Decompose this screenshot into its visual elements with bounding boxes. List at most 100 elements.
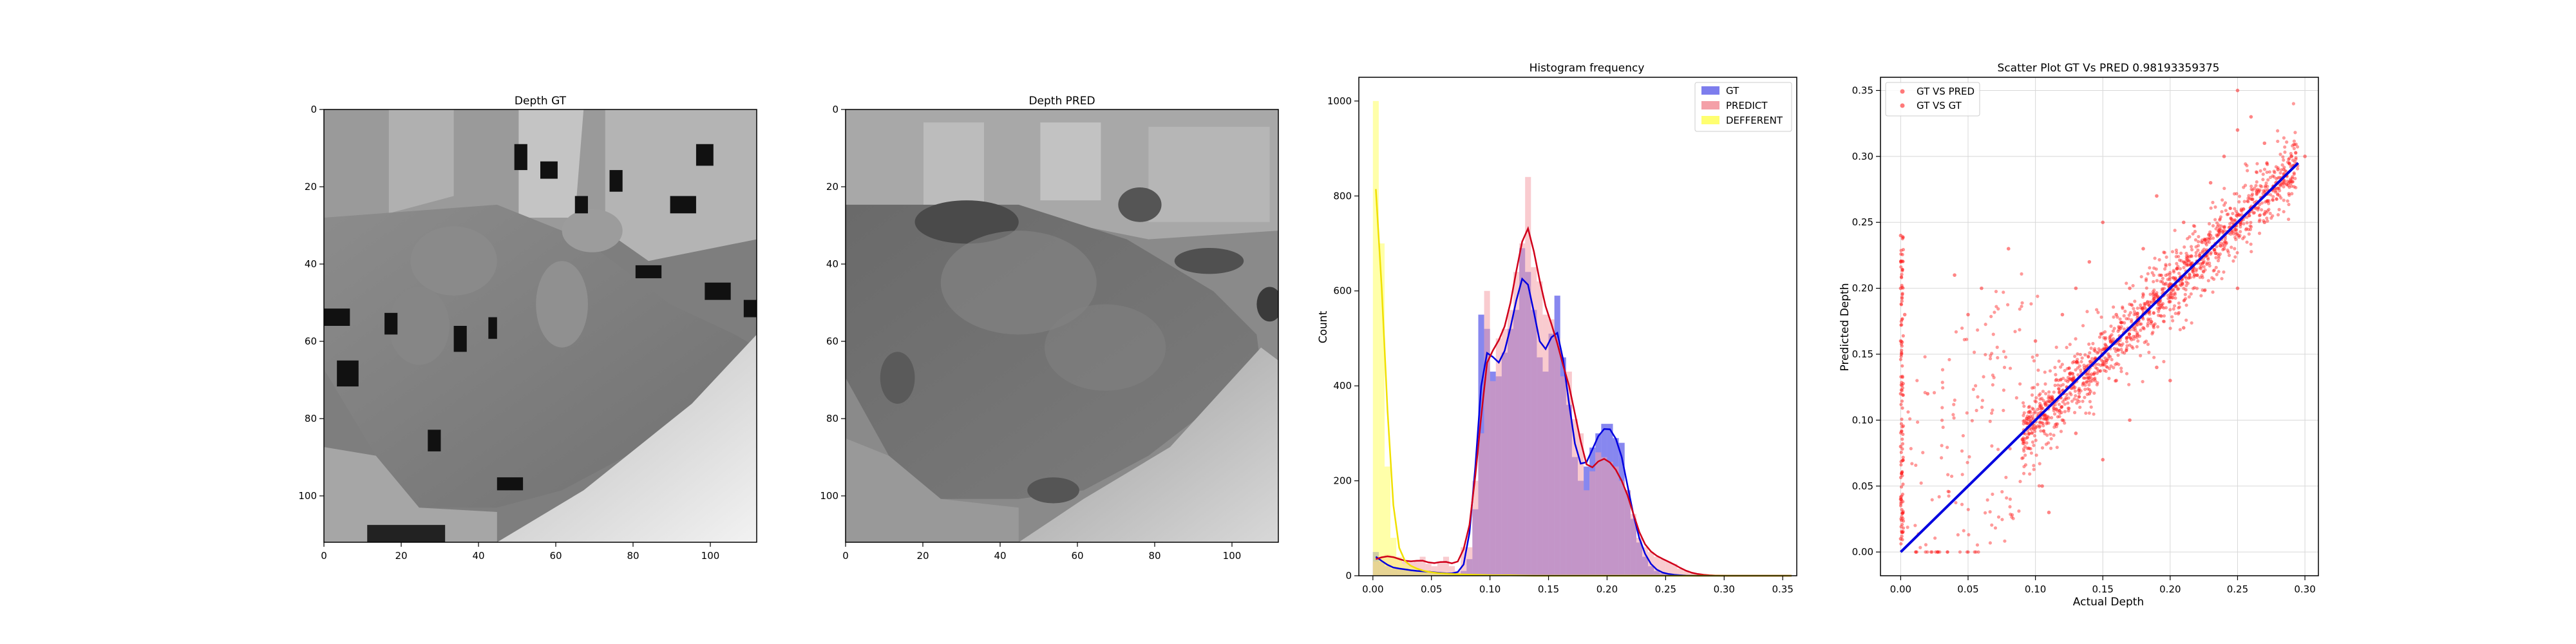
scatter-point bbox=[2291, 158, 2295, 162]
scatter-point bbox=[2141, 306, 2145, 310]
scatter-point bbox=[2259, 169, 2262, 173]
scatter-point bbox=[2095, 366, 2099, 371]
hist-bar-defferent bbox=[1385, 466, 1391, 576]
scatter-point bbox=[2088, 359, 2092, 364]
scatter-point bbox=[2126, 334, 2130, 339]
scatter-point bbox=[2047, 390, 2051, 394]
scatter-point bbox=[1970, 419, 1974, 422]
scatter-point bbox=[2143, 303, 2146, 307]
scatter-point bbox=[2232, 192, 2237, 196]
scatter-point bbox=[2225, 213, 2229, 216]
scatter-point bbox=[2258, 188, 2262, 192]
scatter-point bbox=[2040, 446, 2045, 450]
scatter-point bbox=[2038, 401, 2042, 406]
scatter-point bbox=[2177, 254, 2181, 258]
scatter-point bbox=[2213, 251, 2217, 256]
scatter-point bbox=[2206, 279, 2210, 283]
scatter-point bbox=[2198, 276, 2202, 279]
scatter-point bbox=[2032, 411, 2036, 415]
scatter-point bbox=[2162, 319, 2166, 323]
histogram-axes: 0.00 0.05 0.10 0.15 0.20 0.25 0.30 0.3502004006… bbox=[1327, 95, 1794, 595]
scatter-point bbox=[2222, 270, 2226, 274]
scatter-point bbox=[2093, 376, 2097, 380]
scatter-point bbox=[2033, 430, 2037, 433]
scatter-point bbox=[2211, 200, 2215, 204]
histogram-title: Histogram frequency bbox=[1530, 62, 1645, 75]
scatter-point bbox=[2125, 348, 2128, 353]
scatter-point bbox=[2072, 411, 2077, 415]
scatter-point bbox=[2164, 263, 2168, 267]
hist-bar-predict bbox=[1671, 564, 1678, 576]
scatter-point bbox=[2089, 346, 2093, 350]
scatter-point bbox=[2199, 240, 2203, 244]
scatter-point bbox=[2025, 419, 2029, 422]
scatter-point bbox=[2068, 343, 2072, 346]
scatter-point bbox=[2196, 243, 2200, 248]
scatter-point bbox=[2230, 245, 2233, 249]
hist-bar-predict bbox=[1589, 471, 1596, 576]
scatter-point bbox=[2201, 249, 2204, 253]
scatter-point bbox=[2029, 415, 2032, 419]
legend-label-gt-vs-gt: GT VS GT bbox=[1917, 100, 1962, 111]
scatter-point bbox=[2285, 140, 2289, 144]
scatter-point bbox=[2164, 255, 2168, 259]
scatter-point-gt-vs-pred bbox=[2222, 247, 2226, 251]
scatter-point-gt-vs-pred bbox=[2208, 181, 2213, 185]
scatter-point bbox=[2076, 352, 2079, 356]
scatter-point bbox=[2213, 247, 2217, 252]
scatter-point bbox=[2027, 432, 2031, 436]
scatter-point bbox=[1900, 469, 1904, 474]
y-tick-label: 20 bbox=[305, 181, 317, 193]
scatter-point bbox=[2117, 326, 2121, 330]
scatter-point bbox=[2063, 402, 2067, 406]
scatter-point bbox=[2168, 278, 2172, 281]
scatter-point bbox=[2161, 319, 2166, 323]
scatter-point bbox=[2105, 359, 2108, 363]
scatter-point bbox=[2177, 306, 2181, 310]
scatter-point bbox=[2117, 325, 2121, 328]
scatter-point bbox=[1900, 437, 1904, 441]
scatter-point bbox=[2191, 287, 2195, 290]
scatter-point bbox=[2234, 209, 2238, 213]
scatter-point bbox=[2186, 256, 2190, 260]
scatter-point bbox=[2146, 317, 2150, 321]
scatter-point bbox=[2218, 231, 2222, 234]
scatter-point bbox=[2237, 234, 2240, 238]
depth-gt-panel: Depth GT bbox=[298, 95, 757, 562]
scatter-point bbox=[2223, 237, 2228, 241]
scatter-point bbox=[2067, 406, 2071, 410]
scatter-point bbox=[2077, 399, 2081, 403]
y-tick-label: 200 bbox=[1333, 475, 1352, 487]
scatter-point bbox=[2229, 232, 2233, 236]
scatter-point bbox=[2149, 320, 2154, 324]
scatter-point bbox=[1991, 492, 1994, 497]
scatter-point bbox=[2136, 334, 2140, 337]
scatter-point bbox=[1941, 386, 1945, 390]
scatter-point bbox=[1899, 525, 1903, 529]
scatter-point bbox=[2157, 307, 2161, 311]
scatter-point bbox=[2284, 182, 2289, 186]
scatter-point bbox=[1976, 328, 1980, 332]
scatter-point bbox=[2002, 408, 2005, 412]
scatter-point bbox=[2255, 162, 2259, 166]
scatter-point bbox=[2208, 261, 2211, 265]
scatter-point bbox=[1936, 550, 1940, 554]
scatter-point bbox=[2074, 368, 2078, 372]
scatter-point bbox=[2092, 372, 2096, 376]
scatter-point bbox=[2249, 220, 2253, 225]
scatter-point bbox=[2036, 424, 2040, 428]
scatter-point bbox=[2217, 223, 2221, 227]
scatter-point bbox=[2186, 259, 2190, 263]
scatter-point bbox=[2245, 221, 2249, 225]
scatter-point bbox=[2068, 377, 2072, 381]
scatter-point bbox=[1988, 541, 1993, 545]
scatter-point bbox=[2034, 453, 2038, 457]
hist-bar-defferent bbox=[1443, 574, 1449, 576]
scatter-point bbox=[2076, 366, 2080, 370]
scatter-point bbox=[2027, 410, 2031, 414]
scatter-point bbox=[2152, 279, 2155, 283]
scatter-point bbox=[2176, 265, 2180, 269]
hist-bar-predict bbox=[1677, 568, 1683, 576]
scatter-point-gt-vs-pred bbox=[1926, 392, 1930, 396]
scatter-point bbox=[2076, 357, 2079, 361]
